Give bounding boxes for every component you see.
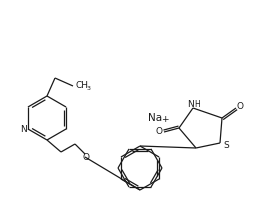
Text: O: O bbox=[82, 153, 89, 162]
Text: Na: Na bbox=[148, 113, 162, 123]
Text: S: S bbox=[223, 141, 229, 150]
Text: N: N bbox=[187, 100, 193, 108]
Text: CH: CH bbox=[76, 80, 89, 89]
Text: N: N bbox=[21, 125, 27, 135]
Text: 3: 3 bbox=[87, 86, 91, 91]
Text: O: O bbox=[155, 128, 162, 137]
Text: O: O bbox=[236, 101, 243, 110]
Text: +: + bbox=[161, 115, 169, 124]
Text: H: H bbox=[194, 100, 200, 108]
